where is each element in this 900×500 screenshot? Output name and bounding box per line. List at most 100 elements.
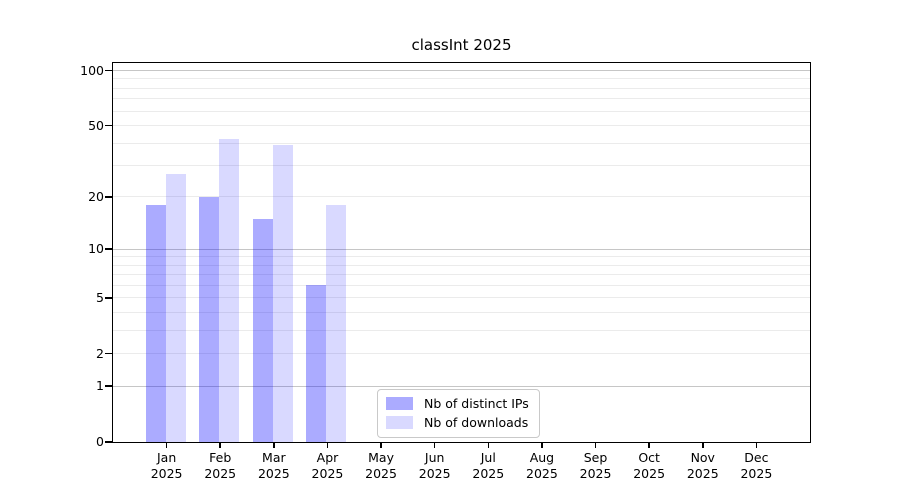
x-tick-label-month: Aug <box>529 450 555 465</box>
major-gridline <box>113 70 810 72</box>
y-tick-label: 100 <box>80 62 104 78</box>
x-tick-label-year: 2025 <box>418 465 451 481</box>
minor-gridline <box>113 98 810 100</box>
x-tick-label: Jan 2025 <box>139 450 195 481</box>
x-tick-label: May 2025 <box>353 450 409 481</box>
plot-area <box>105 62 811 448</box>
legend-item-downloads: Nb of downloads <box>386 414 529 431</box>
major-gridline <box>113 248 810 250</box>
y-tick-mark <box>105 124 112 127</box>
x-tick-mark <box>326 442 329 448</box>
x-tick-label-year: 2025 <box>633 465 666 481</box>
y-tick-mark <box>105 441 112 443</box>
x-tick-label: Feb 2025 <box>192 450 248 481</box>
x-tick-mark <box>273 442 275 448</box>
x-tick-mark <box>702 442 704 448</box>
minor-gridline <box>113 165 810 167</box>
minor-gridline <box>113 274 810 276</box>
x-tick-label-year: 2025 <box>204 465 237 481</box>
bar-distinct-ips <box>252 218 273 442</box>
downloads-swatch <box>386 416 413 429</box>
x-tick-label: Apr 2025 <box>299 450 355 481</box>
x-tick-label-month: Dec <box>744 450 769 465</box>
x-tick-label: Jul 2025 <box>460 450 516 481</box>
x-tick-label-month: Jul <box>480 450 496 465</box>
y-tick-label: 2 <box>96 345 104 361</box>
legend: Nb of distinct IPs Nb of downloads <box>377 389 540 438</box>
minor-gridline <box>113 142 810 144</box>
y-tick-label: 10 <box>88 241 104 257</box>
x-tick-label-year: 2025 <box>740 465 773 481</box>
x-tick-label: Sep 2025 <box>568 450 624 481</box>
x-tick-mark <box>165 442 168 448</box>
x-tick-mark <box>433 442 436 448</box>
minor-gridline <box>113 196 810 198</box>
x-tick-label-month: Nov <box>690 450 715 465</box>
bar-downloads <box>272 145 293 442</box>
minor-gridline <box>113 256 810 258</box>
y-tick-label: 20 <box>88 188 104 204</box>
x-tick-mark <box>487 442 490 448</box>
chart-title: classInt 2025 <box>411 36 512 54</box>
x-tick-label: Dec 2025 <box>728 450 784 481</box>
y-tick-mark <box>105 352 112 355</box>
x-tick-label: Jun 2025 <box>407 450 463 481</box>
minor-gridline <box>113 264 810 266</box>
bar-downloads <box>219 139 240 442</box>
distinct-ips-swatch <box>386 397 413 410</box>
x-tick-label-month: Mar <box>262 450 286 465</box>
x-tick-label-year: 2025 <box>150 465 183 481</box>
minor-gridline <box>113 284 810 286</box>
x-tick-label-month: Apr <box>316 450 339 465</box>
x-tick-label: Nov 2025 <box>675 450 731 481</box>
major-gridline <box>113 385 810 387</box>
legend-label-distinct-ips: Nb of distinct IPs <box>424 396 529 411</box>
x-tick-label-year: 2025 <box>311 465 344 481</box>
y-tick-mark <box>105 385 112 387</box>
y-tick-label: 0 <box>96 434 104 449</box>
minor-gridline <box>113 87 810 89</box>
x-tick-label: Mar 2025 <box>246 450 302 481</box>
x-tick-label-year: 2025 <box>257 465 290 481</box>
x-tick-label-year: 2025 <box>365 465 397 481</box>
x-tick-mark <box>219 442 221 448</box>
x-tick-mark <box>594 442 597 448</box>
bar-downloads <box>326 205 347 442</box>
x-tick-label-month: Sep <box>583 450 608 465</box>
x-tick-label-month: Jun <box>424 450 445 465</box>
x-tick-label-year: 2025 <box>472 465 505 481</box>
y-tick-label: 1 <box>96 378 104 394</box>
legend-label-downloads: Nb of downloads <box>424 415 529 430</box>
x-tick-label-month: Oct <box>638 450 660 465</box>
y-tick-label: 5 <box>96 289 104 305</box>
x-tick-label: Aug 2025 <box>514 450 570 481</box>
x-tick-label-month: May <box>368 450 394 465</box>
y-tick-label: 50 <box>88 117 104 133</box>
x-tick-label-month: Jan <box>156 450 177 465</box>
x-tick-mark <box>380 442 382 448</box>
x-tick-label: Oct 2025 <box>621 450 677 481</box>
minor-gridline <box>113 297 810 299</box>
bar-distinct-ips <box>145 205 166 442</box>
x-tick-mark <box>541 442 543 448</box>
minor-gridline <box>113 78 810 80</box>
y-tick-mark <box>105 69 112 72</box>
minor-gridline <box>113 311 810 313</box>
y-tick-mark <box>105 297 112 299</box>
x-tick-mark <box>648 442 650 448</box>
bar-distinct-ips <box>199 197 220 442</box>
x-tick-mark <box>755 442 758 448</box>
x-tick-label-month: Feb <box>209 450 232 465</box>
x-tick-label-year: 2025 <box>579 465 612 481</box>
minor-gridline <box>113 110 810 112</box>
minor-gridline <box>113 353 810 355</box>
bar-distinct-ips <box>306 285 327 442</box>
y-tick-mark <box>105 248 112 250</box>
bar-downloads <box>165 173 186 442</box>
y-tick-mark <box>105 196 112 198</box>
legend-item-distinct-ips: Nb of distinct IPs <box>386 395 529 412</box>
x-tick-label-year: 2025 <box>526 465 558 481</box>
minor-gridline <box>113 125 810 127</box>
x-tick-label-year: 2025 <box>686 465 719 481</box>
